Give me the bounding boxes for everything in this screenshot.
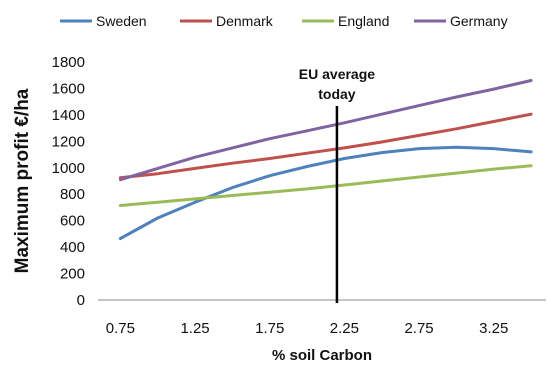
y-axis-ticks: 0 200 400 600 800 1000 1200 1400 1600 1800 [52,54,85,309]
x-tick-label: 0.75 [106,320,135,337]
annotation-line1: EU average [299,66,375,82]
y-tick-label: 1000 [52,160,85,177]
y-tick-label: 1800 [52,54,85,71]
x-tick-label: 1.75 [255,320,284,337]
series-line-denmark [118,112,533,180]
x-tick-label: 1.25 [180,320,209,337]
annotation-line2: today [318,86,356,102]
y-tick-label: 1200 [52,133,85,150]
series-line-germany [118,79,533,182]
legend-label-germany: Germany [450,13,508,29]
y-tick-label: 400 [60,239,85,256]
legend-label-denmark: Denmark [216,13,274,29]
legend: Sweden Denmark England Germany [60,13,508,29]
y-axis-title: Maximum profit €/ha [12,88,33,273]
y-tick-label: 600 [60,213,85,230]
x-axis-title: % soil Carbon [272,347,372,364]
x-axis-ticks: 0.75 1.25 1.75 2.25 2.75 3.25 [106,320,509,337]
y-tick-label: 1600 [52,80,85,97]
x-tick-label: 2.75 [404,320,433,337]
series-line-sweden [118,145,533,240]
x-tick-label: 3.25 [479,320,508,337]
series-line-england [118,164,533,207]
y-tick-label: 0 [77,292,85,309]
series-lines [118,79,533,240]
y-tick-label: 800 [60,186,85,203]
x-tick-label: 2.25 [330,320,359,337]
legend-label-sweden: Sweden [96,13,147,29]
y-tick-label: 1400 [52,107,85,124]
y-tick-label: 200 [60,266,85,283]
legend-label-england: England [338,13,389,29]
